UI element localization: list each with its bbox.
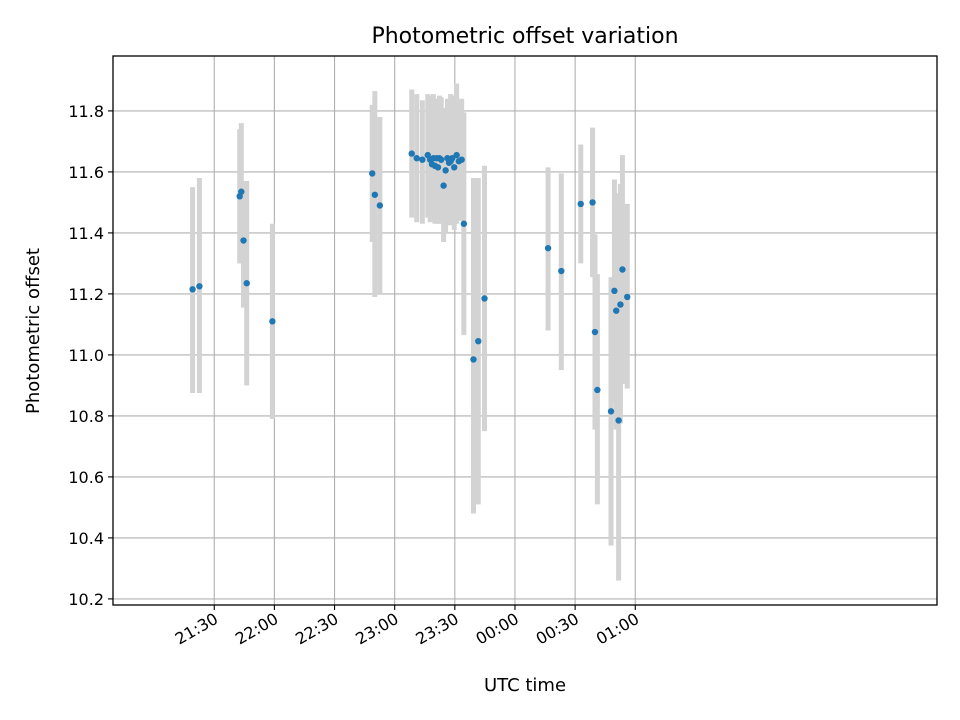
data-point <box>413 154 420 162</box>
data-point <box>238 188 245 195</box>
plot-frame <box>112 55 938 606</box>
data-point <box>589 199 596 206</box>
data-point <box>196 283 203 290</box>
data-point <box>437 156 445 163</box>
y-tick-label: 10.6 <box>68 468 104 487</box>
data-point <box>440 182 447 189</box>
data-point <box>617 301 624 308</box>
data-point <box>607 408 615 415</box>
data-point <box>475 337 482 345</box>
data-point <box>558 267 565 275</box>
data-point <box>458 156 465 163</box>
y-tick-label: 10.8 <box>68 407 104 426</box>
data-point <box>544 244 552 252</box>
data-point <box>269 318 276 325</box>
y-axis: 10.2 10.4 10.6 10.8 11.0 11.2 11.4 11.6 11.8 <box>68 102 113 609</box>
data-point <box>369 170 376 177</box>
data-point <box>594 386 601 394</box>
data-point <box>591 328 599 336</box>
data-point <box>613 307 620 314</box>
y-tick-label: 10.4 <box>68 529 104 548</box>
data-point <box>240 237 247 244</box>
data-point <box>453 151 460 159</box>
data-point <box>611 287 618 295</box>
data-point <box>470 356 477 363</box>
data-point <box>189 286 196 293</box>
data-point <box>577 200 584 208</box>
y-tick-label: 11.2 <box>68 285 104 304</box>
y-tick-label: 11.6 <box>68 163 104 182</box>
data-point <box>376 202 384 209</box>
chart-title: Photometric offset variation <box>371 24 678 49</box>
data-point <box>481 295 488 302</box>
y-tick-label: 11.8 <box>68 102 104 121</box>
data-point <box>419 156 426 163</box>
data-point <box>408 150 415 157</box>
data-point <box>624 293 631 301</box>
y-tick-label: 11.4 <box>68 224 104 243</box>
y-axis-label: Photometric offset <box>23 248 44 414</box>
data-point <box>619 266 626 273</box>
data-point <box>243 280 250 287</box>
data-point <box>451 164 458 171</box>
data-point <box>442 167 449 174</box>
y-tick-label: 11.0 <box>68 346 104 365</box>
data-point <box>434 164 442 171</box>
data-point <box>615 417 622 424</box>
data-point <box>371 191 379 198</box>
x-axis-label: UTC time <box>484 675 566 696</box>
data-point <box>460 220 468 227</box>
data-points <box>189 150 631 424</box>
y-tick-label: 10.2 <box>68 590 104 609</box>
